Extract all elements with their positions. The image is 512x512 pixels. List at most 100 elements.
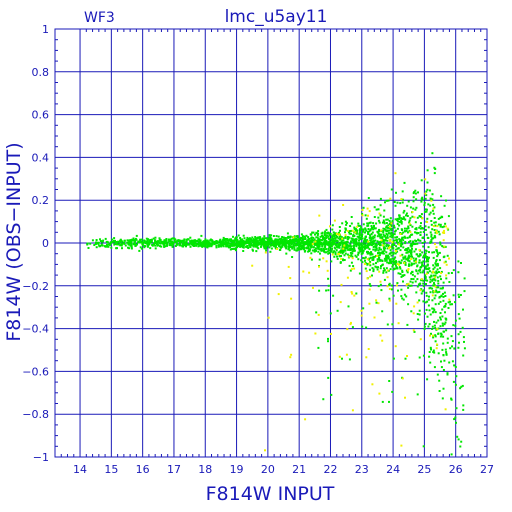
data-point: [231, 244, 233, 247]
data-point: [456, 435, 459, 438]
data-point: [204, 238, 207, 241]
data-point: [221, 243, 224, 246]
data-point: [325, 248, 328, 251]
data-point: [339, 229, 341, 232]
data-point: [328, 238, 331, 240]
data-point: [404, 241, 407, 243]
data-point: [337, 251, 340, 254]
data-point: [398, 218, 401, 220]
data-point: [382, 240, 385, 242]
data-points: [86, 152, 466, 456]
data-point: [414, 248, 417, 251]
data-point: [327, 248, 330, 250]
data-point: [402, 257, 405, 260]
data-point: [400, 198, 403, 201]
data-point: [415, 270, 418, 273]
data-point: [422, 285, 425, 288]
data-point: [126, 241, 129, 244]
data-point: [355, 238, 358, 241]
data-point: [344, 246, 347, 249]
data-point: [389, 225, 391, 228]
data-point: [378, 235, 381, 238]
data-point: [401, 229, 404, 231]
y-axis-ticks: −1−0.8−0.6−0.4−0.200.20.40.60.81: [22, 23, 487, 464]
data-point: [225, 242, 228, 245]
data-point: [416, 265, 419, 268]
data-point: [388, 229, 391, 232]
data-point: [241, 246, 244, 249]
data-point: [441, 324, 444, 327]
data-point: [338, 246, 341, 249]
data-point: [168, 242, 171, 245]
data-point: [303, 241, 306, 244]
data-point: [362, 240, 365, 243]
data-point: [394, 239, 397, 242]
data-point: [374, 239, 377, 242]
data-point: [432, 336, 435, 339]
data-point: [332, 231, 335, 234]
data-point: [374, 249, 377, 252]
data-point: [428, 309, 431, 312]
data-point: [369, 243, 372, 246]
data-point: [424, 277, 427, 280]
data-point: [292, 236, 295, 239]
data-point: [426, 279, 429, 282]
data-point: [229, 240, 232, 243]
data-point: [393, 257, 396, 260]
data-point: [341, 252, 344, 255]
data-point: [367, 348, 370, 350]
data-point: [212, 241, 215, 244]
data-point: [399, 267, 402, 270]
data-point: [444, 260, 447, 263]
data-point: [424, 256, 427, 259]
data-point: [372, 228, 375, 231]
data-point: [206, 246, 209, 249]
data-point: [176, 243, 179, 246]
data-point: [380, 248, 383, 251]
data-point: [290, 245, 293, 248]
data-point: [310, 246, 313, 249]
data-point: [390, 225, 393, 228]
data-point: [329, 225, 331, 228]
data-point: [421, 242, 424, 244]
data-point: [324, 230, 327, 233]
data-point: [240, 241, 243, 244]
data-point: [282, 236, 285, 239]
data-point: [357, 224, 360, 227]
data-point: [339, 301, 342, 304]
data-point: [439, 325, 442, 328]
data-point: [362, 229, 365, 232]
data-point: [408, 221, 411, 224]
data-point: [379, 267, 382, 270]
data-point: [357, 222, 360, 225]
data-point: [407, 254, 410, 257]
data-point: [380, 251, 383, 254]
data-point: [363, 245, 366, 248]
data-point: [217, 241, 220, 244]
data-point: [409, 224, 412, 227]
data-point: [330, 249, 333, 252]
data-point: [311, 242, 314, 245]
data-point: [387, 256, 390, 259]
data-point: [435, 321, 438, 324]
data-point: [97, 242, 99, 245]
data-point: [439, 275, 442, 278]
data-point: [133, 239, 136, 242]
data-point: [388, 288, 391, 290]
data-point: [315, 232, 318, 235]
data-point: [451, 340, 454, 343]
data-point: [439, 216, 442, 219]
data-point: [395, 245, 398, 248]
data-point: [410, 244, 412, 247]
data-point: [275, 240, 278, 243]
data-point: [272, 241, 275, 244]
data-point: [397, 322, 400, 325]
data-point: [287, 265, 290, 268]
data-point: [419, 338, 422, 341]
data-point: [407, 269, 409, 272]
data-point: [380, 241, 383, 244]
data-point: [442, 330, 445, 333]
data-point: [368, 210, 371, 213]
data-point: [443, 261, 446, 264]
data-point: [331, 235, 334, 238]
